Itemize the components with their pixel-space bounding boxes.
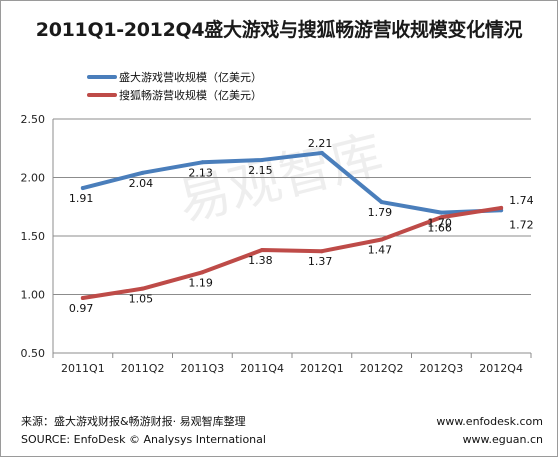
source-cn: 来源：盛大游戏财报&畅游财报· 易观智库整理 — [21, 415, 246, 428]
x-tick-label: 2011Q2 — [121, 362, 165, 375]
x-tick-label: 2011Q1 — [61, 362, 105, 375]
data-point — [379, 200, 384, 205]
y-tick-label: 2.50 — [21, 113, 46, 126]
data-point — [80, 186, 85, 191]
y-tick-label: 1.00 — [21, 289, 46, 302]
data-label: 2.04 — [129, 177, 154, 190]
data-point — [200, 270, 205, 275]
series-line-changyou — [80, 205, 504, 301]
data-label: 1.70 — [427, 217, 452, 230]
data-label: 0.97 — [69, 302, 94, 315]
data-point — [140, 170, 145, 175]
x-tick-label: 2012Q3 — [420, 362, 464, 375]
series-line-shanda — [80, 150, 504, 215]
site-enfodesk: www.enfodesk.com — [436, 415, 543, 428]
data-label: 2.21 — [308, 137, 333, 150]
footer-source: 来源：盛大游戏财报&畅游财报· 易观智库整理 SOURCE: EnfoDesk … — [21, 413, 266, 449]
data-label: 2.15 — [248, 164, 273, 177]
data-point — [439, 210, 444, 215]
data-point — [260, 157, 265, 162]
x-tick-label: 2012Q2 — [360, 362, 404, 375]
legend-label: 搜狐畅游营收规模（亿美元） — [119, 88, 262, 102]
data-label: 1.38 — [248, 254, 273, 267]
data-point — [200, 160, 205, 165]
data-label: 1.72 — [509, 218, 534, 231]
y-tick-label: 1.50 — [21, 230, 46, 243]
y-tick-label: 0.50 — [21, 347, 46, 360]
data-label: 2.13 — [188, 166, 213, 179]
data-point — [439, 215, 444, 220]
data-label: 1.37 — [308, 255, 333, 268]
line-chart: 0.50 1.00 1.50 2.00 2.50 2011Q1 2011Q2 2011Q3 20… — [21, 70, 534, 375]
site-eguan: www.eguan.cn — [462, 433, 543, 446]
data-point — [319, 150, 324, 155]
data-label: 1.19 — [188, 276, 213, 289]
data-label: 1.66 — [427, 221, 452, 234]
data-label: 1.47 — [368, 244, 393, 257]
data-label: 1.91 — [69, 192, 94, 205]
x-tick-label: 2011Q3 — [181, 362, 225, 375]
x-tick-label: 2011Q4 — [240, 362, 284, 375]
x-tick-label: 2012Q1 — [300, 362, 344, 375]
source-en: SOURCE: EnfoDesk © Analysys Internationa… — [21, 433, 266, 446]
data-point — [260, 248, 265, 253]
data-point — [80, 296, 85, 301]
data-point — [319, 249, 324, 254]
data-label: 1.79 — [368, 206, 393, 219]
y-tick-label: 2.00 — [21, 172, 46, 185]
data-point — [379, 237, 384, 242]
footer-sites: www.enfodesk.com www.eguan.cn — [436, 413, 543, 449]
data-label: 1.05 — [129, 293, 154, 306]
x-tick-label: 2012Q4 — [479, 362, 523, 375]
data-point — [140, 286, 145, 291]
legend-label: 盛大游戏营收规模（亿美元） — [119, 70, 262, 84]
chart-title: 2011Q1-2012Q4盛大游戏与搜狐畅游营收规模变化情况 — [35, 19, 523, 41]
data-point — [499, 205, 504, 210]
data-label: 1.74 — [509, 194, 534, 207]
